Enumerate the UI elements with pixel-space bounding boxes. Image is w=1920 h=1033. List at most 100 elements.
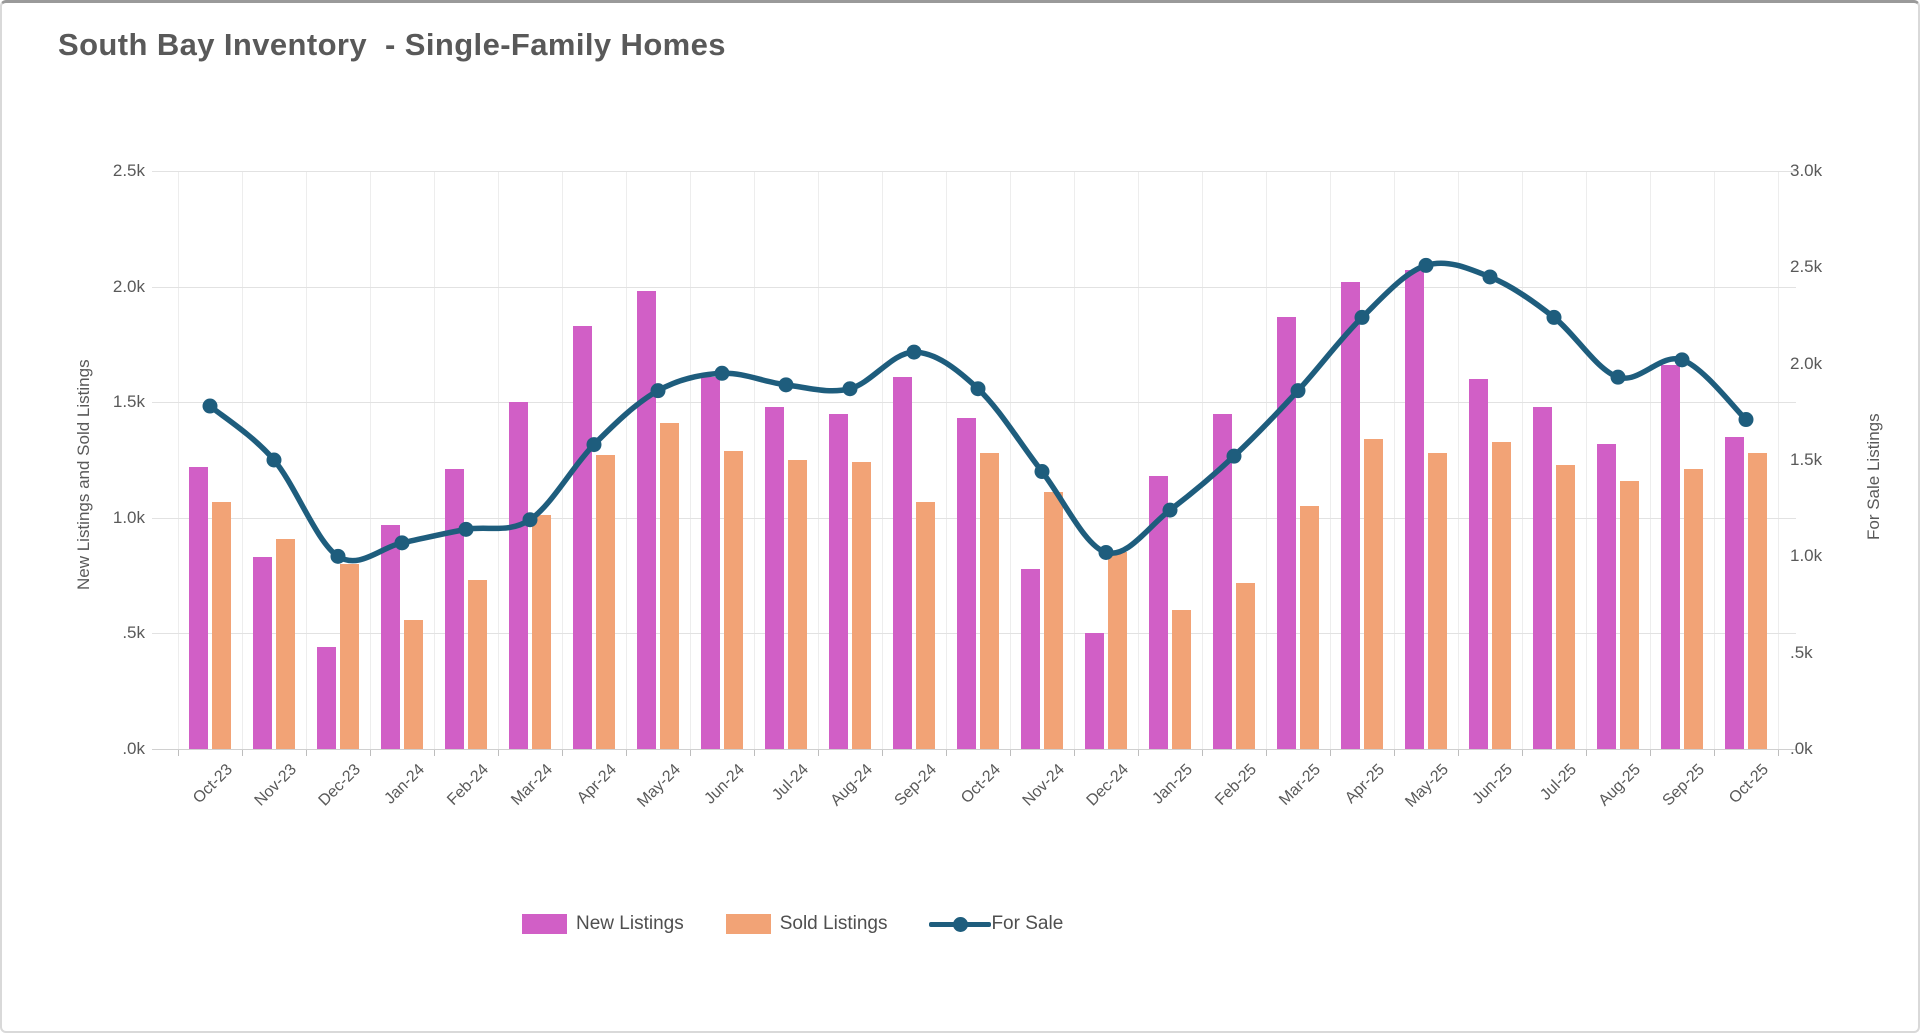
bar-sold-listings[interactable] — [1172, 610, 1191, 749]
vertical-gridline — [1458, 171, 1459, 749]
bar-sold-listings[interactable] — [788, 460, 807, 749]
bar-sold-listings[interactable] — [1684, 469, 1703, 749]
bar-new-listings[interactable] — [1149, 476, 1168, 749]
bar-new-listings[interactable] — [893, 376, 912, 749]
vertical-gridline — [306, 171, 307, 749]
for-sale-point[interactable] — [1482, 269, 1498, 285]
right-axis-tick-label: 2.5k — [1790, 257, 1823, 277]
x-axis-tick — [1266, 750, 1267, 756]
bar-new-listings[interactable] — [1341, 281, 1360, 749]
bar-new-listings[interactable] — [509, 402, 528, 749]
bar-sold-listings[interactable] — [1108, 552, 1127, 749]
bar-new-listings[interactable] — [1469, 379, 1488, 749]
bar-new-listings[interactable] — [317, 647, 336, 749]
chart-title: South Bay Inventory - Single-Family Home… — [58, 27, 726, 62]
for-sale-line — [207, 260, 1749, 564]
bar-sold-listings[interactable] — [468, 580, 487, 749]
x-axis-tick — [1394, 750, 1395, 756]
bar-sold-listings[interactable] — [1748, 453, 1767, 749]
bar-new-listings[interactable] — [189, 466, 208, 749]
bar-sold-listings[interactable] — [660, 423, 679, 749]
for-sale-point[interactable] — [1546, 309, 1562, 325]
x-axis-tick — [498, 750, 499, 756]
x-axis-tick — [370, 750, 371, 756]
bar-new-listings[interactable] — [1405, 270, 1424, 749]
bar-new-listings[interactable] — [1277, 316, 1296, 749]
bar-new-listings[interactable] — [829, 413, 848, 749]
for-sale-point[interactable] — [266, 452, 282, 468]
x-axis-tick — [1330, 750, 1331, 756]
vertical-gridline — [1074, 171, 1075, 749]
for-sale-point[interactable] — [842, 381, 858, 397]
bar-new-listings[interactable] — [957, 418, 976, 749]
x-axis-tick — [1650, 750, 1651, 756]
bar-sold-listings[interactable] — [916, 501, 935, 749]
bar-sold-listings[interactable] — [212, 501, 231, 749]
bar-sold-listings[interactable] — [1492, 441, 1511, 749]
bar-new-listings[interactable] — [573, 325, 592, 749]
left-axis-tick-label: 1.5k — [112, 392, 145, 412]
x-axis-tick — [242, 750, 243, 756]
bar-new-listings[interactable] — [1021, 568, 1040, 749]
for-sale-point[interactable] — [1034, 464, 1050, 480]
legend-item-sold-listings[interactable]: Sold Listings — [725, 913, 888, 935]
for-sale-point[interactable] — [202, 398, 218, 414]
vertical-gridline — [1522, 171, 1523, 749]
x-axis-tick — [1202, 750, 1203, 756]
bar-sold-listings[interactable] — [1556, 464, 1575, 749]
x-axis-tick — [1778, 750, 1779, 756]
bar-new-listings[interactable] — [1533, 406, 1552, 749]
bar-sold-listings[interactable] — [1620, 480, 1639, 749]
bar-new-listings[interactable] — [381, 524, 400, 749]
for-sale-point[interactable] — [970, 381, 986, 397]
bar-sold-listings[interactable] — [1300, 506, 1319, 749]
new-listings-swatch-icon — [522, 914, 567, 934]
for-sale-point[interactable] — [1610, 369, 1626, 385]
vertical-gridline — [754, 171, 755, 749]
vertical-gridline — [1586, 171, 1587, 749]
legend-item-for-sale[interactable]: For Sale — [929, 913, 1063, 935]
bar-new-listings[interactable] — [445, 469, 464, 749]
bar-sold-listings[interactable] — [340, 564, 359, 749]
bar-sold-listings[interactable] — [276, 538, 295, 749]
bar-sold-listings[interactable] — [596, 455, 615, 749]
bar-sold-listings[interactable] — [724, 450, 743, 749]
bar-new-listings[interactable] — [1085, 633, 1104, 749]
bar-sold-listings[interactable] — [1236, 582, 1255, 749]
bar-sold-listings[interactable] — [852, 462, 871, 749]
bar-new-listings[interactable] — [637, 291, 656, 749]
bar-sold-listings[interactable] — [1364, 439, 1383, 749]
bar-new-listings[interactable] — [701, 376, 720, 749]
horizontal-gridline — [152, 171, 1796, 172]
bar-sold-listings[interactable] — [532, 515, 551, 749]
for-sale-line-marker-icon — [929, 914, 992, 934]
vertical-gridline — [1778, 171, 1779, 749]
vertical-gridline — [1714, 171, 1715, 749]
left-axis-tick-label: 2.5k — [112, 161, 145, 180]
bar-sold-listings[interactable] — [1428, 453, 1447, 749]
bar-new-listings[interactable] — [253, 557, 272, 749]
bar-sold-listings[interactable] — [1044, 492, 1063, 749]
for-sale-point[interactable] — [330, 548, 346, 564]
vertical-gridline — [434, 171, 435, 749]
right-axis-title: For Sale Listings — [1864, 413, 1883, 540]
legend-label-sold-listings: Sold Listings — [779, 913, 888, 934]
bar-sold-listings[interactable] — [404, 619, 423, 749]
vertical-gridline — [1202, 171, 1203, 749]
for-sale-point[interactable] — [778, 377, 794, 393]
bar-new-listings[interactable] — [1597, 443, 1616, 749]
vertical-gridline — [626, 171, 627, 749]
legend-item-new-listings[interactable]: New Listings — [522, 913, 684, 935]
bar-new-listings[interactable] — [1661, 365, 1680, 749]
bar-new-listings[interactable] — [1213, 413, 1232, 749]
x-axis-line — [152, 749, 1796, 750]
bar-sold-listings[interactable] — [980, 453, 999, 749]
for-sale-point[interactable] — [1738, 412, 1754, 428]
x-axis-tick — [1714, 750, 1715, 756]
for-sale-point[interactable] — [906, 344, 922, 360]
x-axis-tick — [1458, 750, 1459, 756]
bar-new-listings[interactable] — [1725, 436, 1744, 749]
bar-new-listings[interactable] — [765, 406, 784, 749]
vertical-gridline — [562, 171, 563, 749]
x-axis-tick — [178, 750, 179, 756]
